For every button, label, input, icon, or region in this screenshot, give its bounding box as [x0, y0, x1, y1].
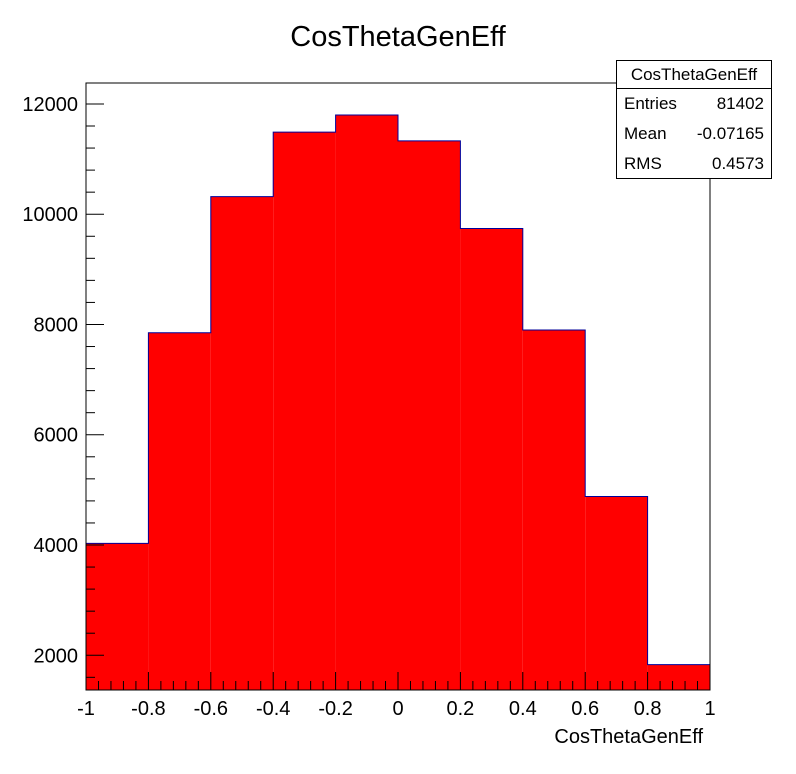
y-tick-label: 4000: [34, 535, 79, 557]
chart-title: CosThetaGenEff: [290, 21, 506, 53]
stats-rms-value: 0.4573: [712, 154, 764, 173]
histogram-bar: [335, 114, 398, 691]
x-tick-label: 1: [704, 698, 715, 720]
y-tick-label: 12000: [22, 94, 78, 116]
histogram-bar: [210, 196, 274, 691]
x-axis-label: CosThetaGenEff: [554, 726, 703, 748]
y-tick-label: 6000: [34, 425, 79, 447]
histogram-bar: [460, 228, 523, 691]
stats-entries-label: Entries: [624, 94, 677, 113]
stats-mean-label: Mean: [624, 124, 667, 143]
histogram-bar: [585, 496, 648, 690]
histogram-outline: [85, 114, 711, 690]
stats-entries-value: 81402: [716, 94, 764, 113]
x-tick-label: 0.6: [571, 698, 599, 720]
stats-rms-label: RMS: [624, 154, 662, 173]
x-tick-label: -0.6: [194, 698, 228, 720]
y-axis: 2000 4000 6000 8000 10000 12000: [22, 94, 104, 678]
y-tick-label: 2000: [34, 645, 79, 667]
x-tick-label: 0.4: [509, 698, 537, 720]
histogram-bar: [398, 140, 461, 690]
y-tick-label: 10000: [22, 204, 78, 226]
stats-mean-row: Mean -0.07165: [617, 119, 771, 149]
histogram-bars: [85, 114, 711, 691]
stats-box: CosThetaGenEff Entries 81402 Mean -0.071…: [616, 60, 772, 179]
x-tick-label: -0.8: [131, 698, 165, 720]
x-axis: -1 -0.8 -0.6 -0.4 -0.2 0 0.2 0.4 0.6 0.8 1: [77, 672, 716, 720]
histogram-bar: [148, 332, 211, 690]
x-tick-label: -0.4: [256, 698, 290, 720]
x-tick-label: 0.8: [634, 698, 662, 720]
stats-rms-row: RMS 0.4573: [617, 149, 771, 179]
x-tick-label: 0: [392, 698, 403, 720]
histogram-bar: [647, 664, 710, 690]
x-tick-label: 0.2: [446, 698, 474, 720]
stats-entries-row: Entries 81402: [617, 89, 771, 119]
x-tick-label: -0.2: [318, 698, 352, 720]
histogram-bar: [86, 543, 149, 690]
stats-mean-value: -0.07165: [696, 124, 764, 143]
histogram-bar: [273, 132, 336, 691]
stats-title: CosThetaGenEff: [617, 61, 771, 89]
x-tick-label: -1: [77, 698, 95, 720]
histogram-bar: [522, 329, 586, 690]
y-tick-label: 8000: [34, 314, 79, 336]
